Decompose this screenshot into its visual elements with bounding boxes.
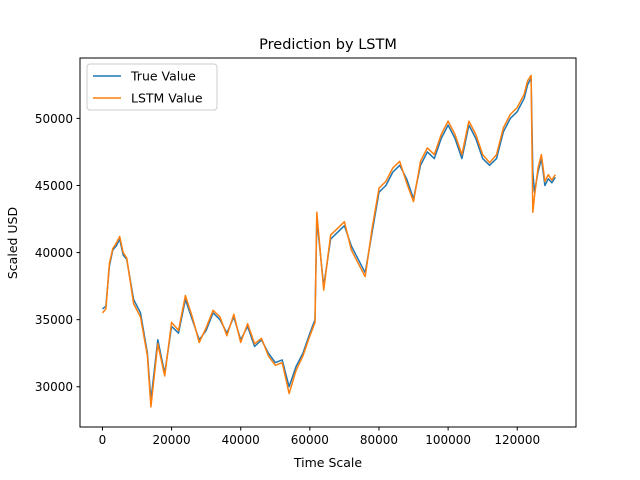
y-tick-label: 35000 <box>35 313 73 327</box>
y-tick-label: 40000 <box>35 246 73 260</box>
x-tick-label: 0 <box>99 433 107 447</box>
y-axis-label: Scaled USD <box>5 207 20 279</box>
legend-label-true-value: True Value <box>130 69 196 84</box>
series-line-lstm-value <box>101 74 556 408</box>
x-axis-ticks: 0 20000 40000 60000 80000 100000 120000 <box>99 427 540 447</box>
legend: True Value LSTM Value <box>86 63 218 111</box>
x-tick-label: 20000 <box>153 433 191 447</box>
x-tick-label: 100000 <box>425 433 471 447</box>
y-tick-label: 45000 <box>35 179 73 193</box>
x-tick-label: 40000 <box>222 433 260 447</box>
plot-area-frame <box>79 57 577 428</box>
x-axis-label: Time Scale <box>293 455 363 470</box>
series-lines <box>101 74 556 408</box>
chart-title: Prediction by LSTM <box>259 37 397 53</box>
y-axis-ticks: 30000 35000 40000 45000 50000 <box>35 112 80 394</box>
x-tick-label: 60000 <box>291 433 329 447</box>
y-tick-label: 50000 <box>35 112 73 126</box>
x-tick-label: 80000 <box>360 433 398 447</box>
x-tick-label: 120000 <box>494 433 540 447</box>
legend-label-lstm-value: LSTM Value <box>131 91 203 106</box>
y-tick-label: 30000 <box>35 380 73 394</box>
